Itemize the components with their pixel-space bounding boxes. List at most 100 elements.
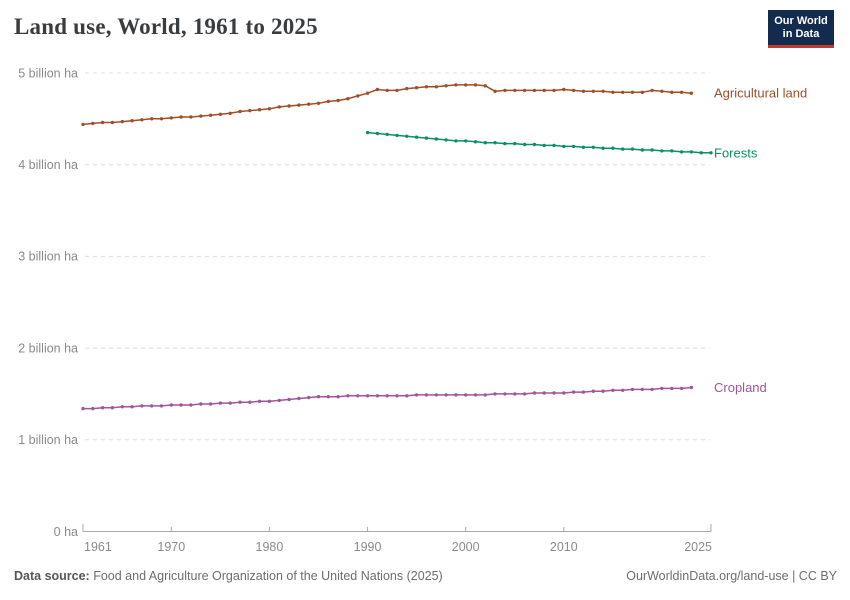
- series-point-forests: [699, 151, 703, 155]
- series-point-agricultural-land: [316, 101, 321, 106]
- series-point-cropland: [562, 391, 566, 395]
- series-point-agricultural-land: [150, 117, 154, 121]
- x-tick-label-2010: 2010: [550, 540, 578, 554]
- x-tick-label-1990: 1990: [354, 540, 382, 554]
- series-point-forests: [365, 130, 370, 135]
- series-point-agricultural-land: [542, 88, 546, 93]
- series-point-agricultural-land: [503, 88, 507, 93]
- series-point-cropland: [159, 404, 164, 408]
- series-line-forests[interactable]: [367, 131, 711, 154]
- series-point-cropland: [689, 385, 694, 390]
- x-tick-label-1980: 1980: [256, 540, 284, 554]
- series-point-cropland: [611, 388, 615, 392]
- series-point-agricultural-land: [424, 85, 429, 89]
- series-point-agricultural-land: [120, 119, 125, 124]
- series-point-cropland: [218, 401, 223, 405]
- series-point-cropland: [650, 387, 654, 392]
- series-point-agricultural-land: [140, 118, 144, 122]
- series-point-agricultural-land: [483, 84, 487, 88]
- series-point-forests: [513, 141, 517, 146]
- x-tick-label-1970: 1970: [157, 540, 185, 554]
- series-point-agricultural-land: [189, 115, 193, 119]
- series-point-cropland: [513, 392, 517, 396]
- series-point-agricultural-land: [522, 88, 527, 93]
- series-point-forests: [483, 141, 487, 145]
- series-point-forests: [660, 149, 664, 153]
- series-point-cropland: [552, 391, 556, 395]
- series-point-cropland: [503, 392, 507, 396]
- series-point-agricultural-land: [434, 85, 438, 89]
- series-point-cropland: [444, 393, 448, 397]
- series-point-agricultural-land: [532, 88, 537, 93]
- series-point-cropland: [464, 393, 468, 397]
- series-point-agricultural-land: [571, 88, 576, 93]
- series-point-cropland: [365, 394, 370, 398]
- series-point-cropland: [581, 390, 586, 394]
- series-point-forests: [385, 132, 389, 137]
- series-point-cropland: [542, 391, 546, 395]
- series-point-cropland: [81, 406, 85, 411]
- y-tick-label: 0 ha: [54, 525, 78, 539]
- series-point-cropland: [257, 399, 262, 403]
- series-point-cropland: [189, 403, 193, 407]
- series-point-forests: [630, 147, 635, 151]
- series-point-agricultural-land: [414, 86, 419, 90]
- series-point-agricultural-land: [601, 89, 605, 94]
- series-point-cropland: [493, 392, 497, 396]
- y-tick-label: 2 billion ha: [18, 341, 78, 355]
- y-tick-label: 1 billion ha: [18, 433, 78, 447]
- series-label-cropland: Cropland: [714, 380, 767, 395]
- series-point-cropland: [228, 401, 232, 405]
- owid-logo[interactable]: Our World in Data: [768, 10, 834, 48]
- series-point-agricultural-land: [110, 120, 115, 125]
- series-point-agricultural-land: [395, 88, 399, 93]
- series-point-agricultural-land: [81, 122, 85, 127]
- chart-footer: Data source: Food and Agriculture Organi…: [14, 569, 837, 583]
- series-point-cropland: [601, 389, 605, 393]
- series-point-agricultural-land: [670, 90, 674, 95]
- y-tick-label: 3 billion ha: [18, 250, 78, 264]
- series-point-cropland: [238, 400, 242, 404]
- series-point-agricultural-land: [287, 104, 291, 108]
- series-point-agricultural-land: [179, 115, 183, 119]
- attribution-link[interactable]: OurWorldinData.org/land-use | CC BY: [626, 569, 837, 583]
- series-point-agricultural-land: [454, 83, 458, 87]
- series-point-cropland: [336, 395, 340, 399]
- series-point-agricultural-land: [218, 112, 223, 117]
- series-point-agricultural-land: [100, 120, 105, 125]
- series-point-agricultural-land: [385, 88, 389, 93]
- series-point-agricultural-land: [493, 89, 497, 94]
- series-line-cropland[interactable]: [83, 386, 692, 410]
- series-point-cropland: [473, 393, 478, 397]
- series-point-forests: [552, 143, 556, 148]
- series-point-cropland: [532, 391, 537, 395]
- series-point-cropland: [591, 389, 595, 393]
- series-point-forests: [650, 148, 654, 152]
- series-point-cropland: [571, 390, 576, 394]
- y-tick-label: 4 billion ha: [18, 158, 78, 172]
- page-title: Land use, World, 1961 to 2025: [14, 14, 318, 39]
- series-point-forests: [532, 142, 537, 147]
- series-point-forests: [493, 141, 497, 145]
- series-point-agricultural-land: [130, 119, 134, 123]
- series-point-cropland: [454, 393, 458, 397]
- series-point-cropland: [414, 393, 419, 397]
- series-point-agricultural-land: [630, 90, 635, 95]
- series-point-agricultural-land: [679, 90, 684, 95]
- series-point-forests: [689, 150, 694, 154]
- series-point-cropland: [434, 393, 438, 397]
- series-point-agricultural-land: [473, 83, 478, 87]
- series-point-cropland: [483, 393, 487, 397]
- series-point-agricultural-land: [689, 91, 694, 95]
- series-point-agricultural-land: [591, 89, 595, 94]
- series-point-agricultural-land: [257, 108, 262, 112]
- series-point-cropland: [670, 386, 674, 391]
- series-point-agricultural-land: [356, 94, 360, 98]
- series-point-agricultural-land: [581, 89, 586, 94]
- series-point-agricultural-land: [307, 102, 311, 106]
- series-point-agricultural-land: [552, 88, 556, 93]
- series-point-forests: [454, 139, 458, 143]
- series-point-agricultural-land: [650, 88, 654, 93]
- series-point-agricultural-land: [444, 84, 448, 88]
